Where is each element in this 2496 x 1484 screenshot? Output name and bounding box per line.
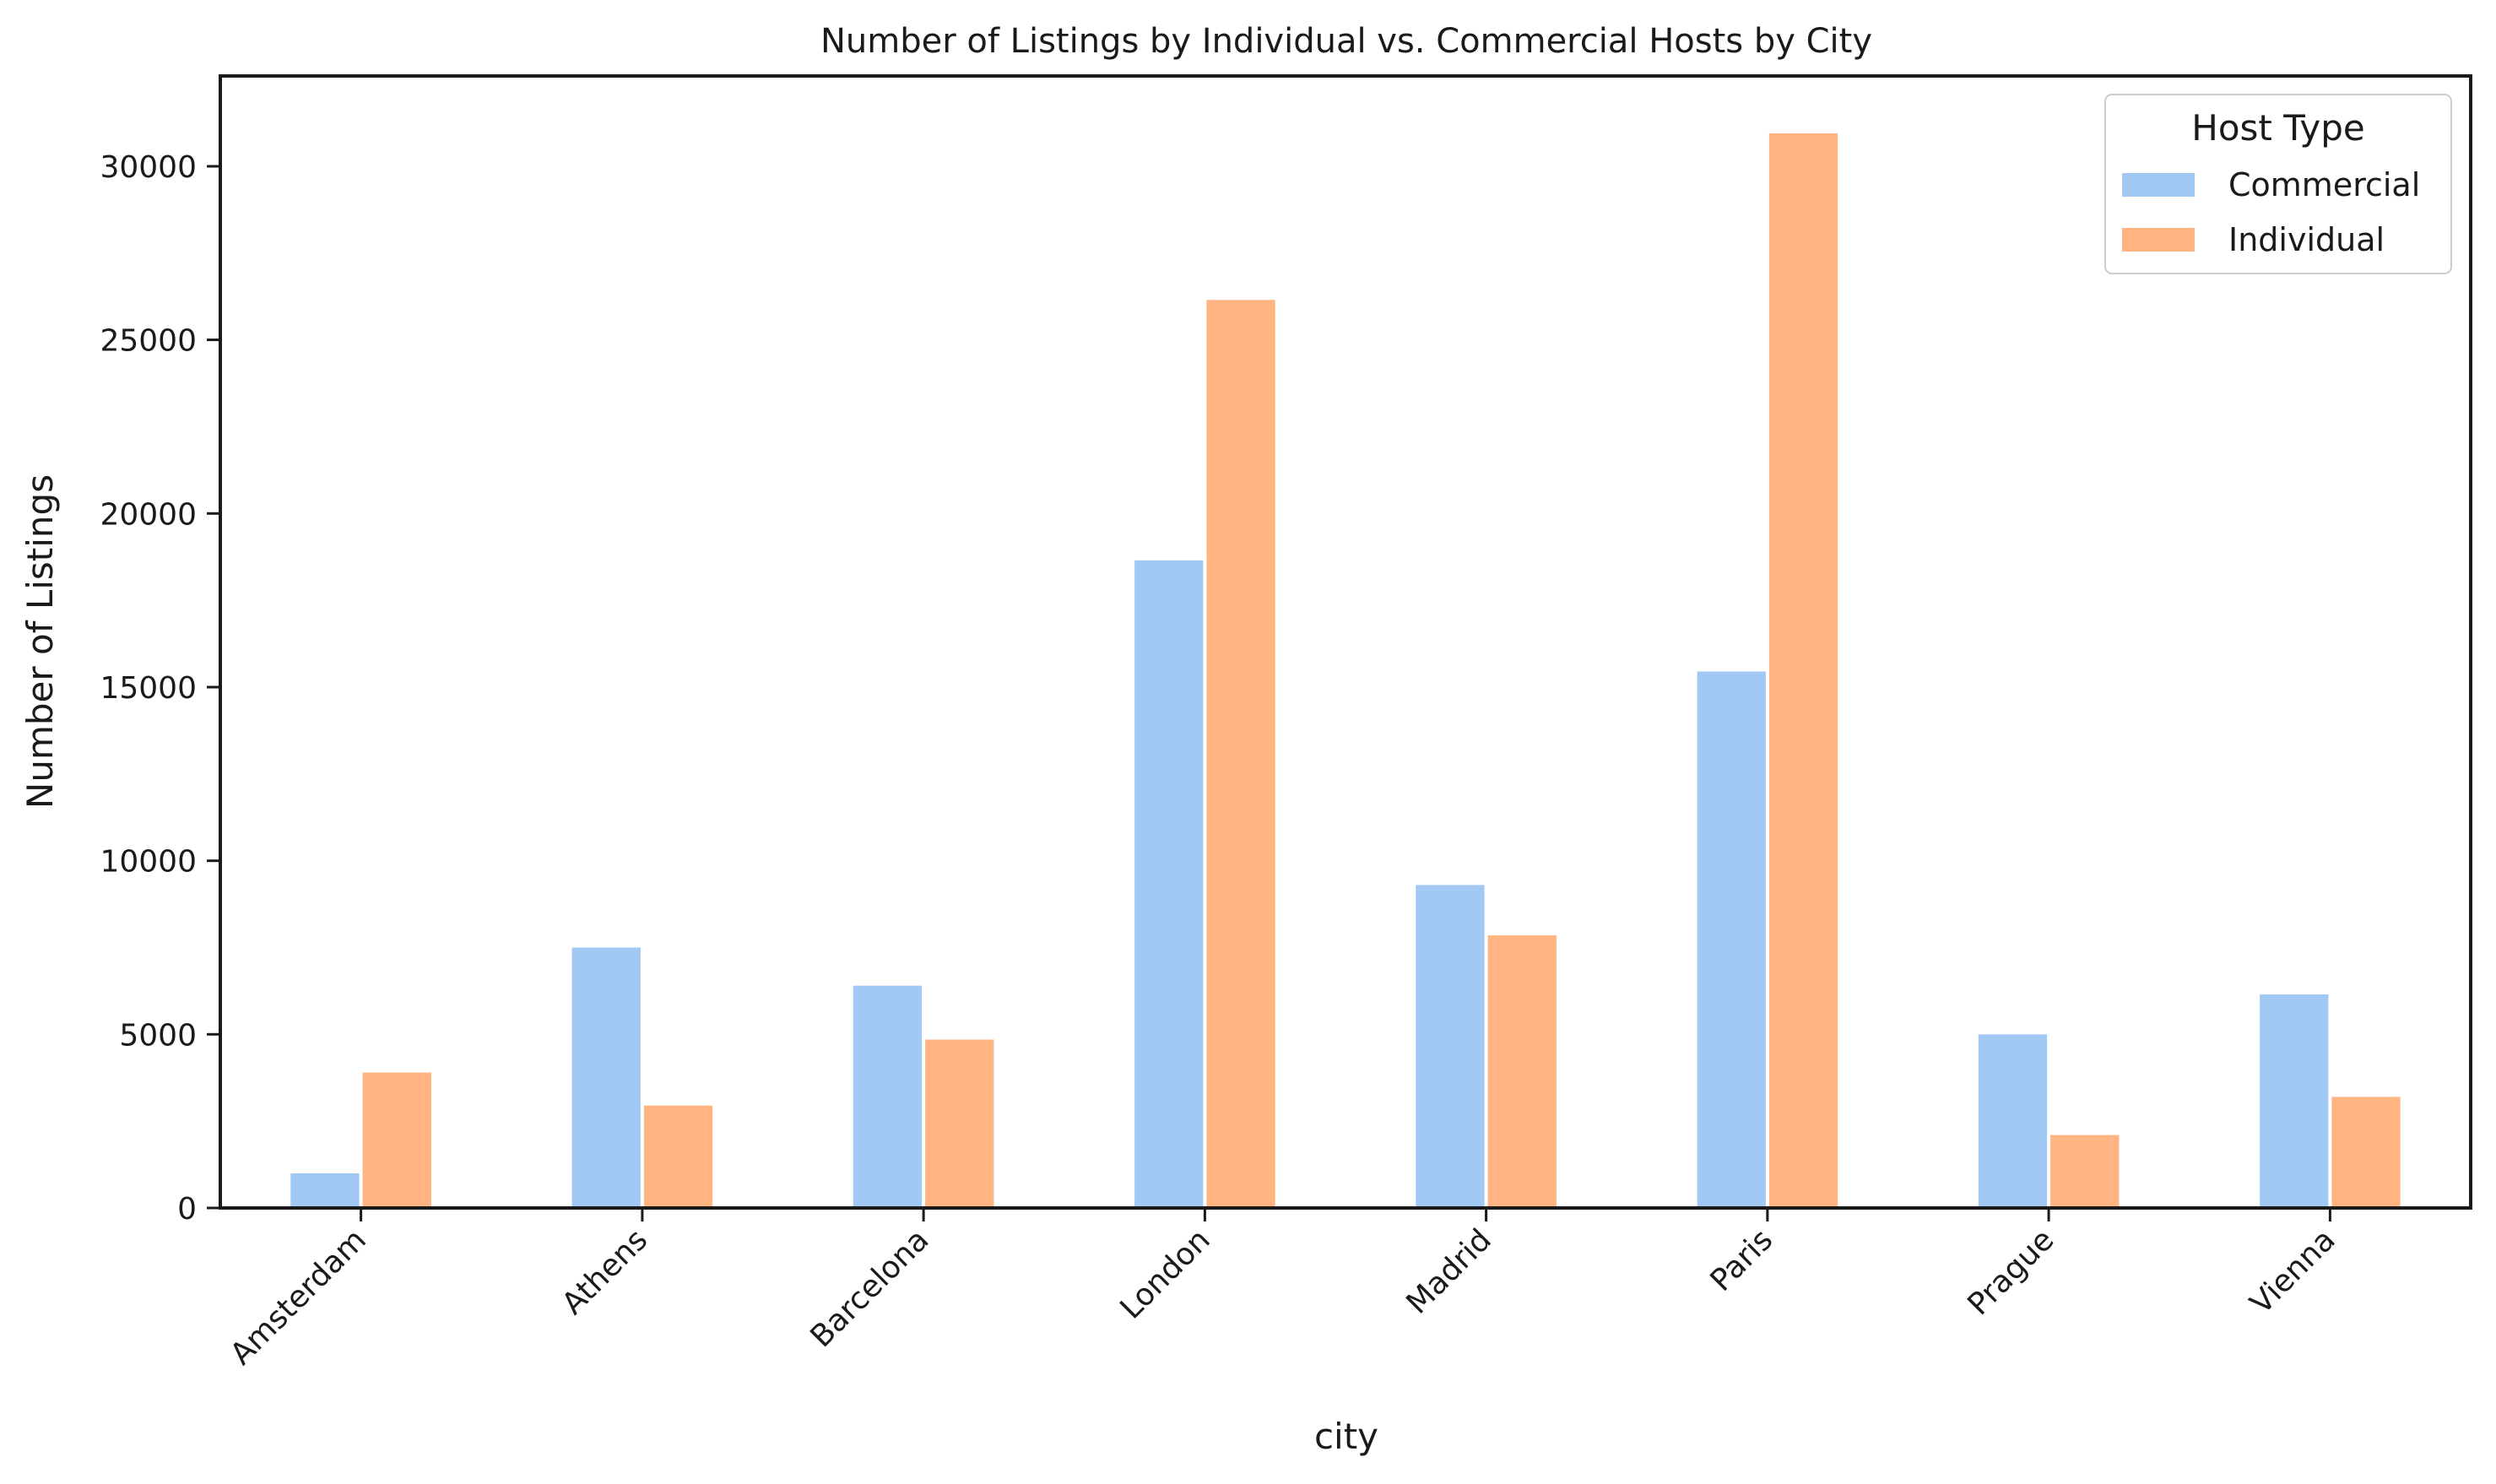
legend-label-individual: Individual (2228, 221, 2385, 258)
bars-group (290, 133, 2401, 1208)
y-tick-label-10000: 10000 (100, 845, 197, 880)
chart-title: Number of Listings by Individual vs. Com… (820, 22, 1872, 61)
bar-commercial-london (1134, 560, 1204, 1208)
bar-individual-barcelona (925, 1039, 994, 1208)
bar-commercial-madrid (1416, 885, 1485, 1208)
bar-commercial-paris (1697, 671, 1766, 1208)
y-tick-label-30000: 30000 (100, 150, 197, 185)
bar-individual-madrid (1487, 935, 1557, 1208)
y-tick-label-0: 0 (177, 1192, 197, 1227)
legend-label-commercial: Commercial (2228, 166, 2420, 203)
y-tick-label-25000: 25000 (100, 324, 197, 359)
bar-individual-prague (2050, 1135, 2120, 1208)
x-axis-label: city (1314, 1416, 1378, 1457)
legend-title: Host Type (2191, 107, 2364, 149)
y-tick-label-15000: 15000 (100, 671, 197, 706)
bar-commercial-athens (571, 947, 641, 1208)
legend: Host Type Commercial Individual (2104, 94, 2452, 274)
y-axis-label: Number of Listings (19, 474, 61, 809)
y-axis-ticks: 0 5000 10000 15000 20000 25000 30000 (100, 150, 220, 1227)
y-tick-label-5000: 5000 (119, 1018, 197, 1053)
legend-swatch-individual (2122, 228, 2195, 252)
bar-commercial-vienna (2260, 994, 2329, 1208)
bar-commercial-barcelona (853, 985, 923, 1208)
bar-commercial-amsterdam (290, 1173, 360, 1208)
bar-individual-london (1206, 300, 1275, 1208)
plot-frame (219, 74, 2472, 1210)
bar-commercial-prague (1978, 1034, 2048, 1208)
y-tick-label-20000: 20000 (100, 497, 197, 532)
bar-individual-athens (643, 1105, 713, 1208)
bar-individual-amsterdam (362, 1072, 431, 1208)
legend-swatch-commercial (2122, 173, 2195, 197)
bar-individual-vienna (2331, 1097, 2401, 1208)
bar-individual-paris (1768, 133, 1838, 1208)
